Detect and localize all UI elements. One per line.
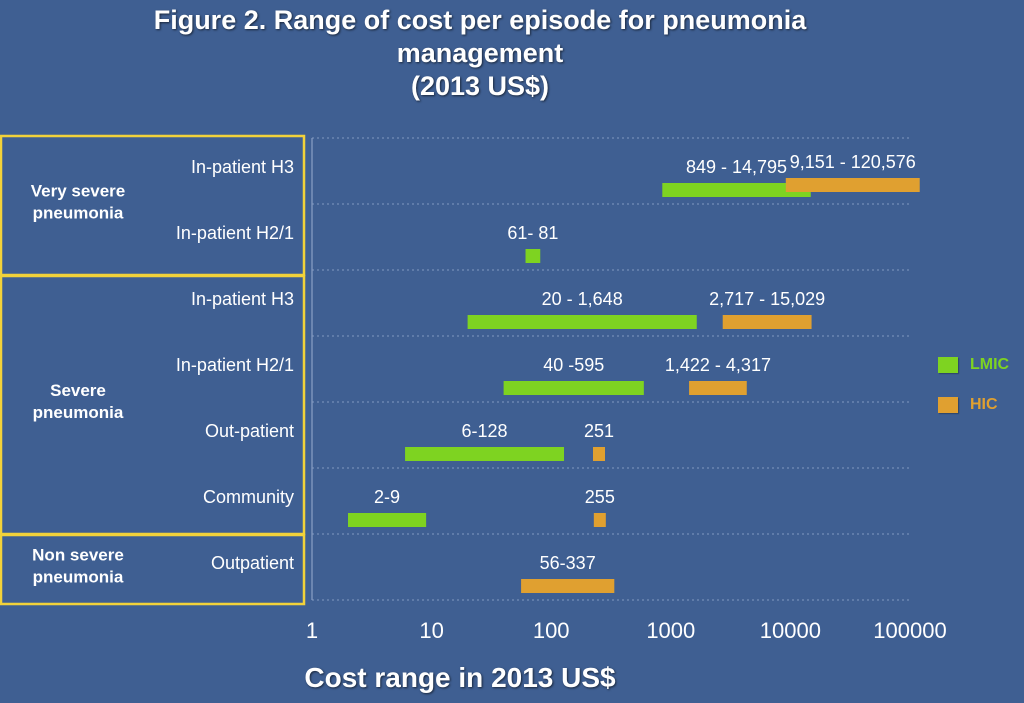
x-tick-label: 100000: [873, 618, 946, 643]
bar-hic: [689, 381, 747, 395]
bar-lmic: [503, 381, 644, 395]
bar-data-label: 1,422 - 4,317: [665, 355, 771, 375]
legend-label-hic: HIC: [970, 396, 998, 413]
row-label: In-patient H3: [191, 289, 294, 309]
chart-title-line-3: (2013 US$): [410, 71, 550, 101]
legend-swatch-lmic: [938, 357, 958, 373]
group-label: Very severe: [31, 182, 126, 201]
bar-hic: [722, 315, 812, 329]
legend-item-lmic: LMIC: [938, 345, 1009, 385]
x-tick-label: 1000: [646, 618, 695, 643]
x-tick-label: 10: [419, 618, 443, 643]
row-label: Outpatient: [211, 553, 294, 573]
legend-label-lmic: LMIC: [970, 356, 1010, 373]
chart-title-line-2: management: [396, 38, 564, 68]
bar-data-label: 56-337: [540, 553, 596, 573]
bar-lmic: [525, 249, 541, 263]
group-label: pneumonia: [33, 568, 124, 587]
legend-swatch-hic: [938, 397, 958, 413]
group-label: Non severe: [32, 546, 124, 565]
bar-data-label: 6-128: [462, 421, 508, 441]
row-label: In-patient H2/1: [176, 223, 294, 243]
bar-data-label: 40 -595: [543, 355, 604, 375]
row-label: In-patient H3: [191, 157, 294, 177]
bar-hic: [593, 513, 606, 527]
bar-lmic: [662, 183, 811, 197]
row-label: Out-patient: [205, 421, 294, 441]
bar-data-label: 251: [584, 421, 614, 441]
group-label: pneumonia: [33, 403, 124, 422]
bar-hic: [593, 447, 606, 461]
legend-item-hic: HIC: [938, 385, 1009, 425]
group-label: Severe: [50, 381, 106, 400]
chart-title: Figure 2. Range of cost per episode for …: [80, 4, 880, 103]
bar-data-label: 849 - 14,795: [686, 157, 787, 177]
x-tick-label: 10000: [760, 618, 821, 643]
bar-hic: [785, 178, 920, 192]
chart-title-line-1: Figure 2. Range of cost per episode for …: [153, 5, 807, 35]
bar-hic: [521, 579, 615, 593]
row-label: Community: [203, 487, 294, 507]
x-axis-label: Cost range in 2013 US$: [304, 662, 616, 693]
bar-lmic: [405, 447, 565, 461]
bar-data-label: 20 - 1,648: [542, 289, 623, 309]
group-box: [0, 533, 306, 606]
bar-lmic: [348, 513, 427, 527]
x-tick-label: 1: [306, 618, 318, 643]
group-label: pneumonia: [33, 204, 124, 223]
bar-lmic: [467, 315, 697, 329]
bar-data-label: 2,717 - 15,029: [709, 289, 825, 309]
bar-data-label: 255: [585, 487, 615, 507]
legend: LMIC HIC: [938, 345, 1009, 425]
bar-data-label: 2-9: [374, 487, 400, 507]
bar-data-label: 61- 81: [507, 223, 558, 243]
x-tick-label: 100: [533, 618, 570, 643]
row-label: In-patient H2/1: [176, 355, 294, 375]
bar-data-label: 9,151 - 120,576: [790, 152, 916, 172]
